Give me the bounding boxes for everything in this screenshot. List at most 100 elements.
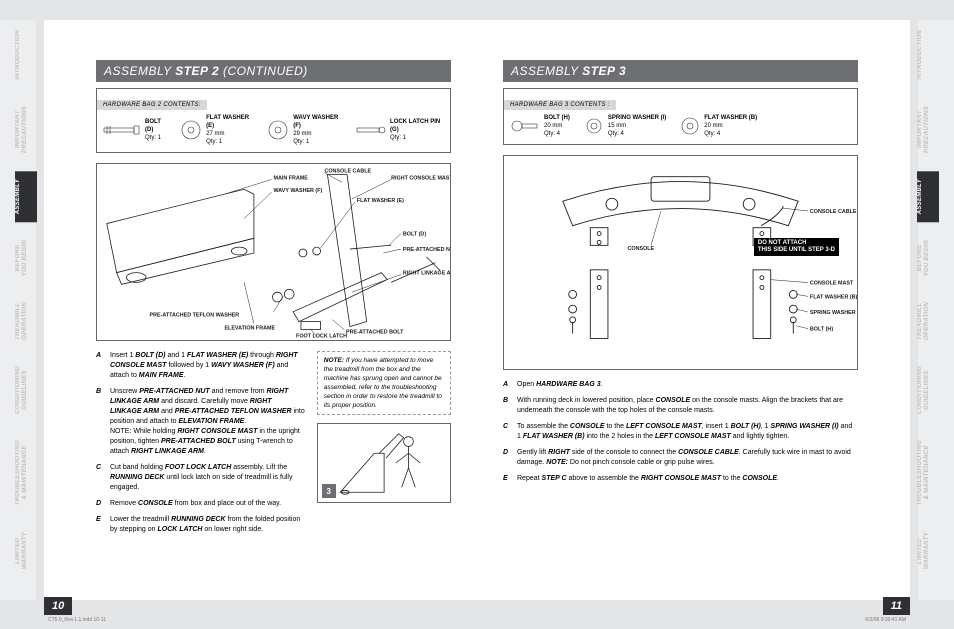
hw-flat-washer-e: FLAT WASHER (E)27 mm Qty: 1: [180, 114, 253, 146]
step-letter: A: [96, 351, 104, 381]
inset-number: 3: [322, 484, 336, 498]
hw-wavy-washer-f: WAVY WASHER (F)29 mmQty: 1: [267, 114, 342, 146]
warning-callout: DO NOT ATTACH THIS SIDE UNTIL STEP 3-D: [754, 238, 839, 256]
step-c: C To assemble the CONSOLE to the LEFT CON…: [503, 422, 858, 442]
hw-name: BOLT (H): [544, 114, 570, 122]
hw-qty: Qty: 4: [608, 131, 624, 137]
label: CONSOLE MAST: [810, 281, 854, 287]
step-b: BUnscrew PRE-ATTACHED NUT and remove fro…: [96, 387, 305, 457]
page-number-right: 11: [883, 597, 910, 615]
hw-lock-latch-pin-g: LOCK LATCH PIN (G)Qty: 1: [356, 118, 444, 142]
assembly-diagram: MAIN FRAME WAVY WASHER (F) CONSOLE CABLE…: [96, 163, 451, 341]
page-left: ASSEMBLY STEP 2 (CONTINUED) HARDWARE BAG…: [44, 20, 477, 600]
step-prefix: ASSEMBLY: [511, 64, 582, 78]
page-right: ASSEMBLY STEP 3 HARDWARE BAG 3 CONTENTS …: [477, 20, 910, 600]
label: BOLT (D): [403, 231, 426, 237]
crop-mark-left: CT5.0_Rev.1.1.indd 10-11: [48, 617, 106, 623]
inset-diagram: 3: [317, 423, 451, 503]
step-d: D Remove CONSOLE from box and place out o…: [96, 499, 305, 509]
step-letter: E: [96, 515, 104, 535]
label: FLAT WASHER (B): [810, 294, 857, 300]
step-letter: B: [503, 396, 511, 416]
assembly-diagram: CONSOLE CONSOLE CABLE CONSOLE MAST FLAT …: [503, 155, 858, 370]
bolt-icon: [510, 118, 540, 134]
step-text: Cut band holding FOOT LOCK LATCH assembl…: [110, 463, 305, 493]
hw-name: FLAT WASHER (B): [704, 114, 757, 122]
step-bold: STEP 3: [582, 64, 626, 78]
hw-qty: Qty: 4: [544, 131, 560, 137]
label: RIGHT LINKAGE ARM: [403, 271, 450, 277]
section-tabs-left: INTRODUCTION IMPORTANT PRECAUTIONS ASSEM…: [15, 22, 37, 577]
label: MAIN FRAME: [274, 175, 309, 181]
pin-icon: [356, 123, 386, 137]
step-text: Gently lift RIGHT side of the console to…: [517, 448, 858, 468]
washer-icon: [180, 119, 202, 141]
step-header: ASSEMBLY STEP 2 (CONTINUED): [96, 60, 451, 82]
tab-before-begin: BEFORE YOU BEGIN: [15, 232, 37, 284]
washer-icon: [680, 116, 700, 136]
label: ELEVATION FRAME: [224, 325, 275, 331]
hw-spring-washer-i: SPRING WASHER (I)15 mmQty: 4: [584, 114, 666, 138]
crop-mark-right: 6/3/08 9:39:41 AM: [865, 617, 906, 623]
hw-bolt-h: BOLT (H)20 mm Qty: 4: [510, 114, 570, 138]
step-text: Unscrew PRE-ATTACHED NUT and remove from…: [110, 387, 305, 457]
label: PRE-ATTACHED NUT: [403, 247, 450, 253]
label: PRE-ATTACHED BOLT: [346, 329, 404, 335]
instructions: AInsert 1 BOLT (D) and 1 FLAT WASHER (E)…: [96, 351, 451, 541]
step-bold: STEP 2: [175, 64, 219, 78]
hardware-title: HARDWARE BAG 3 CONTENTS :: [504, 100, 616, 110]
label: CONSOLE CABLE: [324, 169, 371, 175]
step-letter: D: [503, 448, 511, 468]
tab-precautions: IMPORTANT PRECAUTIONS: [15, 98, 37, 161]
step-letter: E: [503, 474, 511, 484]
step-header: ASSEMBLY STEP 3: [503, 60, 858, 82]
step-suffix: (CONTINUED): [219, 64, 308, 78]
hardware-row: BOLT (D) Qty: 1 FLAT WASHER (E)27 mm Qty: …: [103, 114, 444, 146]
step-prefix: ASSEMBLY: [104, 64, 175, 78]
washer-icon: [584, 116, 604, 136]
label: RIGHT CONSOLE MAST: [391, 175, 450, 181]
tab-conditioning: CONDITIONING GUIDELINES: [917, 358, 939, 422]
hardware-box: HARDWARE BAG 3 CONTENTS : BOLT (H)20 mmQ…: [503, 88, 858, 145]
hw-size: 15 mm: [608, 123, 626, 129]
step-letter: D: [96, 499, 104, 509]
step-d: D Gently lift RIGHT side of the console t…: [503, 448, 858, 468]
hw-qty: Qty: 1: [293, 139, 309, 145]
step-letter: C: [503, 422, 511, 442]
step-a: A Open HARDWARE BAG 3.: [503, 380, 858, 390]
hw-size: 20 mm: [544, 123, 562, 129]
hw-qty: Qty: 1: [390, 135, 406, 141]
step-text: With running deck in lowered position, p…: [517, 396, 858, 416]
tab-introduction: INTRODUCTION: [917, 22, 939, 88]
step-letter: A: [503, 380, 511, 390]
step-e: ERepeat STEP C above to assemble the RIG…: [503, 474, 858, 484]
step-letter: B: [96, 387, 104, 457]
hw-name: FLAT WASHER (E): [206, 114, 253, 130]
tab-introduction: INTRODUCTION: [15, 22, 37, 88]
step-e: E Lower the treadmill RUNNING DECK from t…: [96, 515, 305, 535]
label: FOOT LOCK LATCH: [296, 333, 347, 339]
step-text: To assemble the CONSOLE to the LEFT CONS…: [517, 422, 858, 442]
hardware-title: HARDWARE BAG 2 CONTENTS:: [97, 100, 207, 110]
step-text: Open HARDWARE BAG 3.: [517, 380, 603, 390]
hw-size: 27 mm: [206, 131, 224, 137]
step-text: Insert 1 BOLT (D) and 1 FLAT WASHER (E) …: [110, 351, 305, 381]
washer-icon: [267, 119, 289, 141]
bolt-icon: [103, 123, 141, 137]
label: PRE-ATTACHED TEFLON WASHER: [149, 313, 239, 319]
tab-precautions: IMPORTANT PRECAUTIONS: [917, 98, 939, 161]
step-text: Remove CONSOLE from box and place out of…: [110, 499, 281, 509]
hw-size: 20 mm: [704, 123, 722, 129]
hw-name: BOLT (D): [145, 118, 166, 134]
label: WAVY WASHER (F): [274, 188, 323, 194]
tab-assembly: ASSEMBLY: [917, 171, 939, 222]
hw-size: 29 mm: [293, 131, 311, 137]
hw-qty: Qty: 1: [206, 139, 222, 145]
label: BOLT (H): [810, 327, 833, 333]
hardware-row: BOLT (H)20 mmQty: 4 SPRING WASHER (I)15 …: [510, 114, 851, 138]
tab-troubleshooting: TROUBLESHOOTING & MAINTENANCE: [917, 432, 939, 514]
page-number-left: 10: [44, 597, 72, 615]
tab-operation: TREADMILL OPERATION: [15, 294, 37, 348]
step-text: Lower the treadmill RUNNING DECK from th…: [110, 515, 305, 535]
label: SPRING WASHER (I): [810, 310, 857, 316]
